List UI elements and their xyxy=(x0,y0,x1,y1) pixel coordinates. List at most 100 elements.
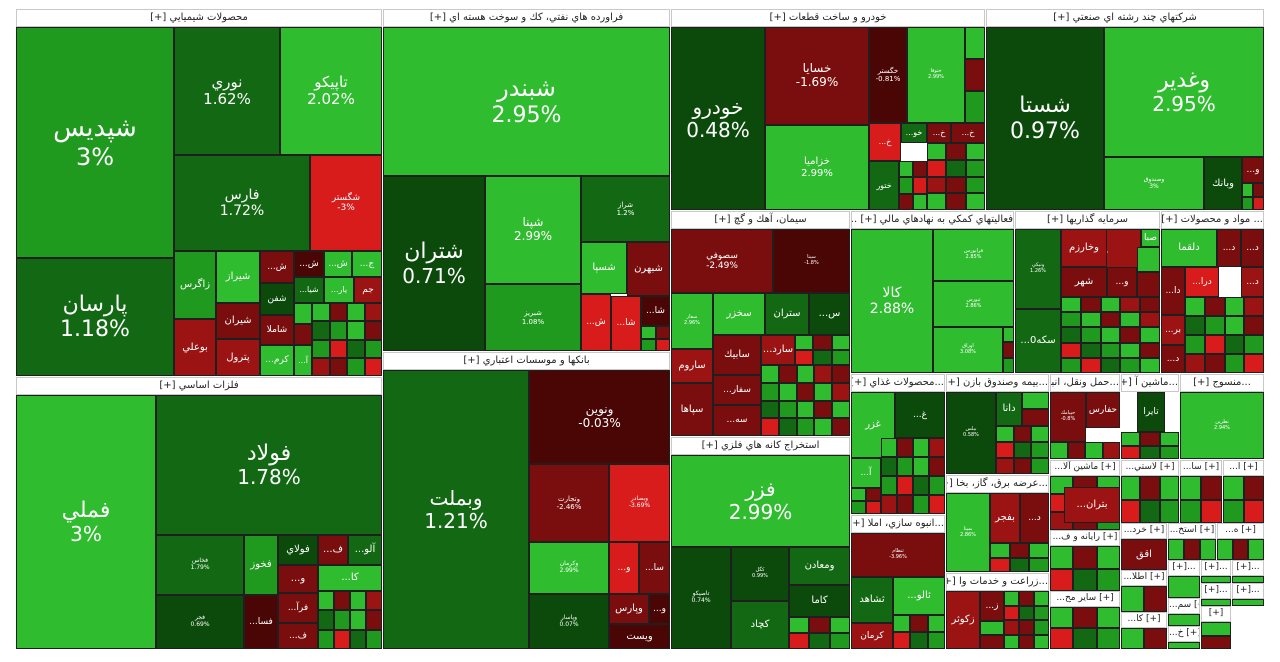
small-stock-tile[interactable] xyxy=(927,615,945,632)
small-stock-tile[interactable] xyxy=(364,339,382,358)
small-stock-tile[interactable] xyxy=(1253,183,1264,197)
small-stock-tile[interactable] xyxy=(1080,357,1101,373)
sector-title[interactable]: فلزات اساسي [+] xyxy=(16,377,382,395)
stock-tile[interactable]: دانا xyxy=(996,392,1022,426)
small-stock-tile[interactable] xyxy=(927,143,947,160)
small-stock-tile[interactable] xyxy=(1050,607,1074,628)
stock-tile[interactable]: ثبورس 2.86% xyxy=(933,281,1014,327)
small-stock-tile[interactable] xyxy=(1185,297,1205,316)
small-stock-tile[interactable] xyxy=(851,501,866,514)
small-stock-tile[interactable] xyxy=(334,629,350,649)
small-stock-tile[interactable] xyxy=(761,382,779,401)
small-stock-tile[interactable] xyxy=(761,365,779,383)
small-stock-tile[interactable] xyxy=(829,633,850,649)
small-stock-tile[interactable] xyxy=(1180,499,1201,523)
small-stock-tile[interactable] xyxy=(796,400,815,419)
small-stock-tile[interactable] xyxy=(1061,312,1081,328)
stock-tile[interactable]: جم xyxy=(354,277,382,303)
stock-tile[interactable]: ساروم xyxy=(671,349,713,383)
small-stock-tile[interactable] xyxy=(347,339,365,358)
small-stock-tile[interactable] xyxy=(1185,335,1205,354)
stock-tile[interactable]: فخاس 1.79% xyxy=(156,535,244,595)
small-stock-tile[interactable] xyxy=(778,418,797,436)
small-stock-tile[interactable] xyxy=(1140,357,1160,373)
small-stock-tile[interactable] xyxy=(990,543,1010,558)
small-stock-tile[interactable] xyxy=(1223,476,1244,500)
small-stock-tile[interactable] xyxy=(312,339,330,358)
sector-title[interactable]: ...خ [+] xyxy=(1168,626,1200,642)
small-stock-tile[interactable] xyxy=(1120,357,1141,373)
small-stock-tile[interactable] xyxy=(329,321,347,340)
small-stock-tile[interactable] xyxy=(996,458,1014,474)
small-stock-tile[interactable] xyxy=(1120,312,1141,328)
stock-tile[interactable]: ...شا xyxy=(641,296,670,326)
small-stock-tile[interactable] xyxy=(899,177,913,194)
small-stock-tile[interactable] xyxy=(1144,628,1167,649)
small-stock-tile[interactable] xyxy=(1073,546,1097,569)
sector-title[interactable]: [+] xyxy=(1201,606,1231,622)
small-stock-tile[interactable] xyxy=(913,193,927,210)
stock-tile[interactable]: نطرين 2.94% xyxy=(1180,392,1264,459)
small-stock-tile[interactable] xyxy=(641,338,656,351)
small-stock-tile[interactable] xyxy=(761,400,779,419)
small-stock-tile[interactable] xyxy=(832,365,850,383)
small-stock-tile[interactable] xyxy=(1073,628,1097,649)
small-stock-tile[interactable] xyxy=(965,143,985,160)
small-stock-tile[interactable] xyxy=(1003,342,1014,358)
small-stock-tile[interactable] xyxy=(927,632,945,649)
small-stock-tile[interactable] xyxy=(1224,335,1245,354)
sector-title[interactable]: ...خرد [+] xyxy=(1121,523,1167,539)
small-stock-tile[interactable] xyxy=(946,159,966,177)
stock-tile[interactable]: ختوقا 2.99% xyxy=(907,27,965,123)
small-stock-tile[interactable] xyxy=(851,488,866,501)
stock-tile[interactable]: كاما xyxy=(789,585,850,617)
small-stock-tile[interactable] xyxy=(990,557,1010,572)
small-stock-tile[interactable] xyxy=(329,339,347,358)
small-stock-tile[interactable] xyxy=(893,615,911,632)
small-stock-tile[interactable] xyxy=(866,488,881,501)
small-stock-tile[interactable] xyxy=(655,326,670,339)
small-stock-tile[interactable] xyxy=(318,610,334,630)
small-stock-tile[interactable] xyxy=(796,382,815,401)
small-stock-tile[interactable] xyxy=(814,365,833,383)
stock-tile[interactable]: وكرمان 2.99% xyxy=(529,542,609,594)
stock-tile[interactable]: خودرو 0.48% xyxy=(671,27,765,210)
stock-tile[interactable]: ...خ xyxy=(869,123,901,161)
small-stock-tile[interactable] xyxy=(1140,499,1160,523)
small-stock-tile[interactable] xyxy=(965,159,985,177)
stock-tile[interactable]: ...بر xyxy=(1161,315,1185,345)
stock-tile[interactable]: ...ج xyxy=(352,251,382,277)
stock-tile[interactable]: ...ثالو xyxy=(893,577,945,615)
small-stock-tile[interactable] xyxy=(1140,312,1160,328)
sector-title[interactable]: [+]... xyxy=(1201,583,1231,599)
small-stock-tile[interactable] xyxy=(913,438,929,457)
stock-tile[interactable]: ...خ xyxy=(927,123,951,143)
small-stock-tile[interactable] xyxy=(329,303,347,322)
small-stock-tile[interactable] xyxy=(1243,476,1264,500)
stock-tile[interactable]: شفن xyxy=(260,283,294,315)
small-stock-tile[interactable] xyxy=(795,335,814,350)
stock-tile[interactable]: اقق xyxy=(1121,539,1167,570)
stock-tile[interactable]: ...ف xyxy=(278,623,318,649)
stock-tile[interactable]: ...بتران xyxy=(1064,487,1120,523)
small-stock-tile[interactable] xyxy=(795,350,814,365)
sector-title[interactable]: ...عرضه برق، گاز، بخا [+] xyxy=(946,475,1049,493)
small-stock-tile[interactable] xyxy=(1159,445,1179,459)
small-stock-tile[interactable] xyxy=(1073,607,1097,628)
small-stock-tile[interactable] xyxy=(1096,628,1120,649)
small-stock-tile[interactable] xyxy=(1034,591,1049,606)
small-stock-tile[interactable] xyxy=(881,495,897,514)
small-stock-tile[interactable] xyxy=(1244,297,1264,316)
sector-title[interactable]: ...ماشين آلا [+] xyxy=(1050,460,1120,476)
small-stock-tile[interactable] xyxy=(1073,568,1097,591)
sector-title[interactable]: ...اطلا [+] xyxy=(1121,570,1167,586)
small-stock-tile[interactable] xyxy=(1243,499,1264,523)
small-stock-tile[interactable] xyxy=(1232,576,1264,583)
sector-title[interactable]: سيمان، آهك و گچ [+] xyxy=(671,211,850,229)
small-stock-tile[interactable] xyxy=(366,610,382,630)
small-stock-tile[interactable] xyxy=(312,321,330,340)
small-stock-tile[interactable] xyxy=(965,193,985,210)
stock-tile[interactable]: ...و xyxy=(278,565,318,593)
small-stock-tile[interactable] xyxy=(1242,196,1253,210)
small-stock-tile[interactable] xyxy=(893,632,911,649)
